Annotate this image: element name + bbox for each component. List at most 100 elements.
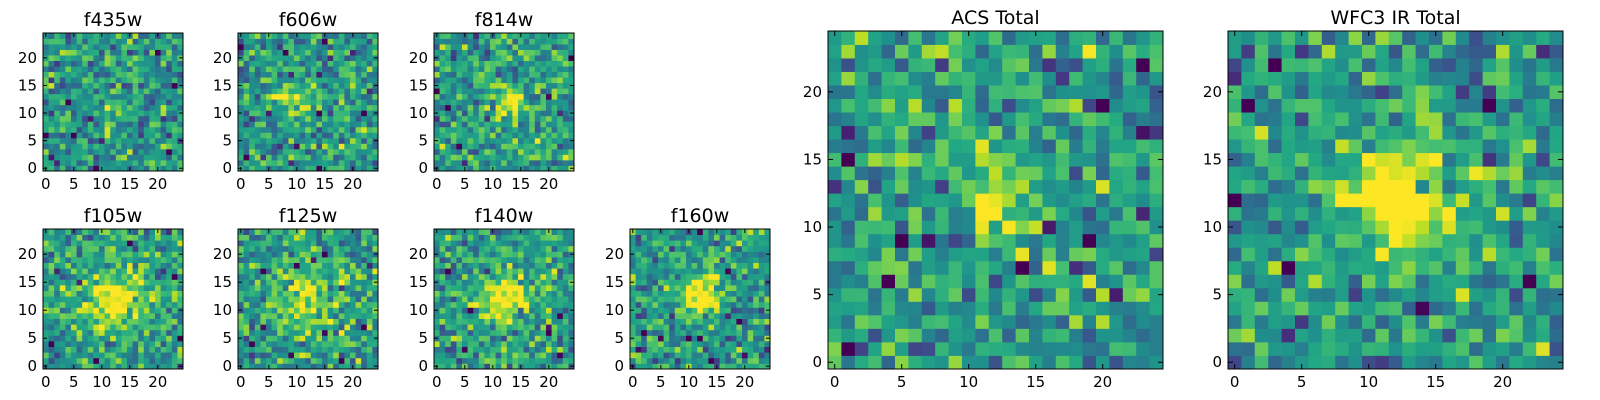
heatmap-cell bbox=[439, 88, 446, 95]
heatmap-cell bbox=[243, 132, 250, 139]
heatmap-cell bbox=[143, 148, 150, 155]
heatmap-cell bbox=[1082, 247, 1097, 262]
heatmap-cell bbox=[121, 279, 128, 286]
heatmap-cell bbox=[445, 268, 452, 275]
heatmap-cell bbox=[529, 132, 536, 139]
heatmap-cell bbox=[76, 49, 83, 56]
heatmap-cell bbox=[344, 251, 351, 258]
heatmap-cell bbox=[372, 301, 379, 308]
heatmap-cell bbox=[271, 335, 278, 342]
heatmap-cell bbox=[652, 279, 659, 286]
heatmap-cell bbox=[115, 126, 122, 133]
heatmap-cell bbox=[99, 126, 105, 133]
heatmap-cell bbox=[160, 143, 167, 150]
heatmap-cell bbox=[680, 234, 687, 241]
heatmap-cell bbox=[71, 290, 77, 297]
heatmap-cell bbox=[171, 99, 178, 106]
heatmap-cell bbox=[322, 143, 328, 150]
heatmap-cell bbox=[87, 44, 94, 50]
heatmap-cell bbox=[1015, 314, 1030, 329]
heatmap-cell bbox=[456, 313, 463, 319]
heatmap-cell bbox=[1002, 206, 1016, 221]
heatmap-cell bbox=[43, 346, 49, 353]
heatmap-cell bbox=[658, 301, 664, 308]
heatmap-cell bbox=[680, 346, 687, 353]
heatmap-cell bbox=[1002, 152, 1016, 167]
heatmap-cell bbox=[1122, 179, 1137, 194]
heatmap-cell bbox=[327, 165, 334, 172]
heatmap-cell bbox=[708, 341, 715, 347]
heatmap-cell bbox=[299, 159, 306, 166]
heatmap-cell bbox=[355, 335, 362, 342]
heatmap-cell bbox=[238, 66, 244, 73]
heatmap-cell bbox=[445, 262, 452, 269]
heatmap-cell bbox=[115, 318, 122, 325]
heatmap-cell bbox=[115, 88, 122, 95]
heatmap-cell bbox=[65, 324, 72, 331]
heatmap-cell bbox=[1029, 233, 1043, 248]
heatmap-cell bbox=[506, 88, 513, 95]
heatmap-cell bbox=[652, 234, 659, 241]
heatmap-cell bbox=[484, 143, 491, 150]
heatmap-cell bbox=[439, 126, 446, 133]
heatmap-cell bbox=[568, 352, 575, 359]
y-tick-label: 5 bbox=[222, 132, 232, 150]
heatmap-cell bbox=[736, 257, 743, 263]
heatmap-cell bbox=[76, 262, 83, 269]
heatmap-cell bbox=[249, 245, 256, 252]
heatmap-cell bbox=[747, 245, 754, 252]
heatmap-cell bbox=[43, 268, 49, 275]
heatmap-cell bbox=[630, 329, 636, 336]
heatmap-cell bbox=[65, 307, 72, 314]
heatmap-cell bbox=[523, 104, 530, 111]
heatmap-cell bbox=[921, 328, 936, 343]
heatmap-cell bbox=[254, 357, 261, 364]
heatmap-cell bbox=[327, 285, 334, 291]
panel-title: f814w bbox=[475, 9, 534, 31]
heatmap-cell bbox=[529, 77, 536, 84]
heatmap-cell bbox=[868, 247, 882, 262]
heatmap-cell bbox=[540, 279, 547, 286]
heatmap-cell bbox=[327, 38, 334, 45]
heatmap-cell bbox=[254, 329, 261, 336]
heatmap-cell bbox=[132, 55, 139, 61]
heatmap-cell bbox=[434, 93, 440, 100]
heatmap-cell bbox=[702, 301, 709, 308]
heatmap-cell bbox=[540, 126, 547, 133]
heatmap-cell bbox=[372, 132, 379, 139]
heatmap-cell bbox=[54, 268, 61, 275]
heatmap-cell bbox=[355, 273, 362, 280]
heatmap-cell bbox=[445, 88, 452, 95]
heatmap-cell bbox=[473, 143, 480, 150]
heatmap-cell bbox=[355, 285, 362, 291]
heatmap-cell bbox=[495, 357, 502, 364]
heatmap-cell bbox=[282, 77, 289, 84]
heatmap-cell bbox=[663, 268, 670, 275]
heatmap-cell bbox=[127, 296, 133, 303]
heatmap-cell bbox=[562, 352, 569, 359]
heatmap-cell bbox=[166, 121, 173, 128]
heatmap-cell bbox=[138, 60, 145, 67]
heatmap-cell bbox=[764, 229, 771, 235]
heatmap-cell bbox=[260, 121, 267, 128]
heatmap-cell bbox=[132, 346, 139, 353]
heatmap-cell bbox=[742, 335, 748, 342]
heatmap-cell bbox=[372, 148, 379, 155]
heatmap-cell bbox=[658, 296, 664, 303]
y-tick-label: 15 bbox=[213, 76, 232, 94]
heatmap-cell bbox=[529, 234, 536, 241]
heatmap-cell bbox=[121, 110, 128, 117]
heatmap-cell bbox=[462, 307, 468, 314]
heatmap-cell bbox=[450, 38, 457, 45]
heatmap-cell bbox=[59, 148, 66, 155]
heatmap-cell bbox=[338, 268, 345, 275]
heatmap-cell bbox=[115, 352, 122, 359]
heatmap-cell bbox=[59, 285, 66, 291]
heatmap-cell bbox=[669, 262, 676, 269]
heatmap-cell bbox=[288, 357, 295, 364]
heatmap-cell bbox=[478, 121, 485, 128]
heatmap-cell bbox=[299, 279, 306, 286]
heatmap-cell bbox=[127, 285, 133, 291]
heatmap-cell bbox=[355, 296, 362, 303]
heatmap-cell bbox=[87, 273, 94, 280]
